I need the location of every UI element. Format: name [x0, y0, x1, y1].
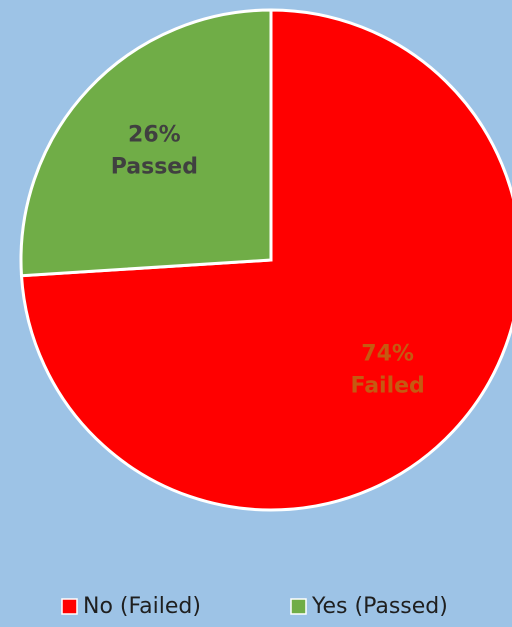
pie-slice [19, 8, 512, 512]
slice-label: Failed [350, 374, 424, 399]
legend-label: Yes (Passed) [311, 594, 448, 619]
legend-swatch [61, 598, 78, 615]
slice-label: Passed [111, 154, 198, 179]
data-label: 26% [128, 122, 181, 147]
legend-label: No (Failed) [83, 594, 201, 619]
pie-slice [19, 8, 273, 278]
data-label: 74% [361, 342, 414, 367]
legend-swatch [290, 598, 307, 615]
